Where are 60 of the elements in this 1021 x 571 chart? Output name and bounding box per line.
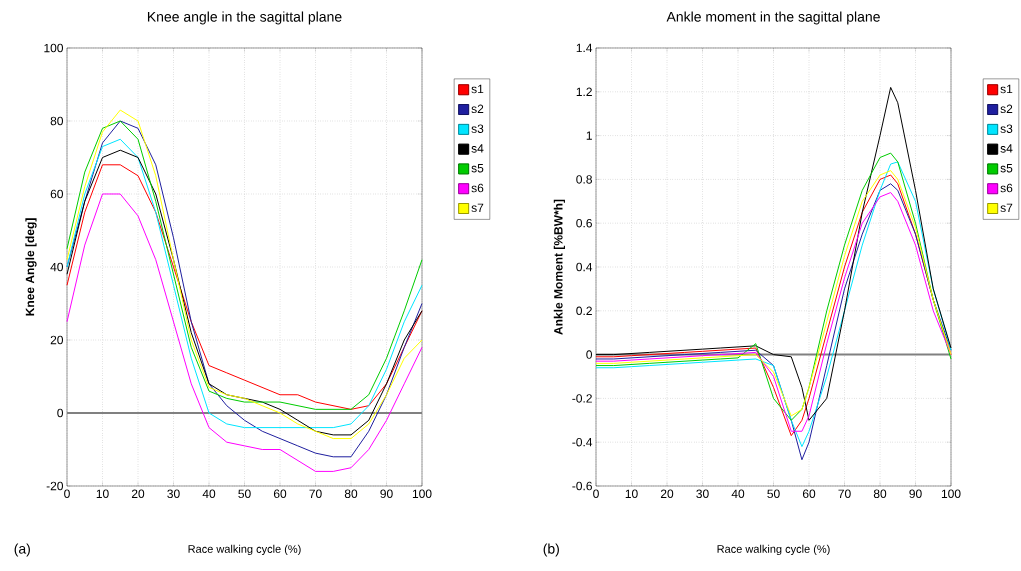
y-tick-label: 1.2 <box>576 87 592 96</box>
legend-label: s5 <box>1000 164 1013 173</box>
x-tick-label: 70 <box>838 489 851 499</box>
x-tick-label: 60 <box>273 489 287 499</box>
x-tick-label: 70 <box>309 489 322 499</box>
y-tick-label: 100 <box>44 43 64 53</box>
x-tick-label: 100 <box>412 489 432 499</box>
x-tick-label: 100 <box>941 489 961 499</box>
x-tick-label: 30 <box>696 489 709 499</box>
x-tick-label: 40 <box>202 489 216 499</box>
y-tick-label: 20 <box>50 335 64 345</box>
legend-label: s5 <box>471 164 484 173</box>
y-axis-title: Ankle Moment [%BW*h] <box>553 199 565 335</box>
legend-label: s2 <box>471 104 484 114</box>
x-axis-title: Race walking cycle (%) <box>188 544 301 556</box>
y-tick-label: 0 <box>57 408 64 418</box>
x-tick-label: 80 <box>873 489 887 499</box>
chart-title: Ankle moment in the sagittal plane <box>666 11 880 25</box>
legend-label: s6 <box>1000 183 1013 193</box>
legend-label: s2 <box>1000 104 1013 114</box>
text: (b) <box>543 543 559 557</box>
y-tick-label: 80 <box>50 116 64 126</box>
x-tick-label: 30 <box>167 489 180 499</box>
x-tick-label: 50 <box>238 489 251 499</box>
y-tick-label: -0.2 <box>572 394 592 403</box>
x-tick-label: 40 <box>731 489 745 499</box>
x-tick-label: 90 <box>909 489 922 499</box>
legend-label: s7 <box>1000 203 1013 213</box>
legend-label: s1 <box>471 84 484 94</box>
x-tick-label: 80 <box>344 489 358 499</box>
legend-label: s3 <box>471 124 484 133</box>
y-tick-label: 0.6 <box>576 218 592 228</box>
x-tick-label: 10 <box>96 489 109 499</box>
legend-label: s6 <box>471 183 484 193</box>
x-tick-label: 60 <box>802 489 816 499</box>
y-tick-label: 0.4 <box>576 262 593 272</box>
text: (a) <box>14 543 30 557</box>
legend-label: s4 <box>471 144 484 153</box>
y-tick-label: 0.2 <box>576 306 592 316</box>
y-tick-label: -20 <box>46 481 64 491</box>
y-tick-label: 0 <box>586 350 593 359</box>
x-axis-title: Race walking cycle (%) <box>717 544 830 556</box>
y-axis-title: Knee Angle [deg] <box>25 218 37 316</box>
y-tick-label: 1 <box>586 131 592 140</box>
x-tick-label: 20 <box>131 489 145 499</box>
y-tick-label: 0.8 <box>576 175 592 184</box>
x-tick-label: 10 <box>625 489 638 499</box>
y-tick-label: 1.4 <box>576 43 593 53</box>
legend-label: s4 <box>1000 144 1013 153</box>
y-tick-label: -0.6 <box>572 481 592 491</box>
y-tick-label: 60 <box>50 189 64 199</box>
legend-label: s1 <box>1000 84 1013 94</box>
legend-label: s7 <box>471 203 484 213</box>
legend-label: s3 <box>1000 124 1013 133</box>
x-tick-label: 50 <box>767 489 780 499</box>
chart-title: Knee angle in the sagittal plane <box>147 11 342 25</box>
y-tick-label: -0.4 <box>572 437 593 447</box>
y-tick-label: 40 <box>50 262 64 272</box>
x-tick-label: 90 <box>380 489 393 499</box>
x-tick-label: 20 <box>660 489 674 499</box>
